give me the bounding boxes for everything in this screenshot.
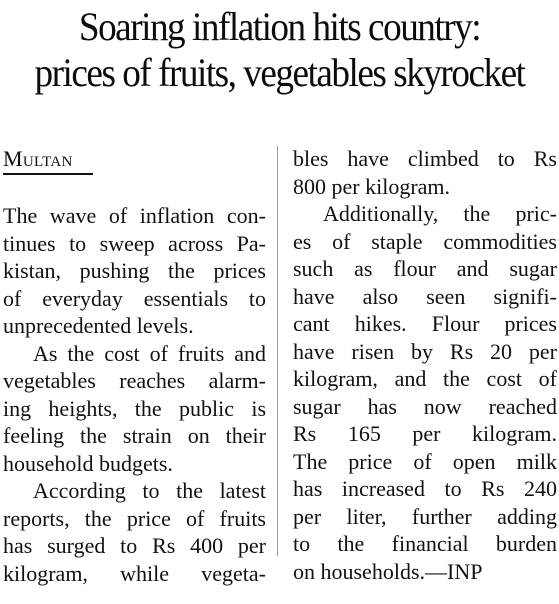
headline-line-2: prices of fruits, vegetables skyrocket <box>34 50 526 95</box>
text-line: ing heights, the public is <box>3 395 266 421</box>
text-line: sugar has now reached <box>293 393 557 419</box>
text-line: es of staple commodities <box>293 228 557 254</box>
dateline: Multan <box>3 146 93 175</box>
text-line: bles have climbed to Rs <box>293 146 557 171</box>
text-line: such as flour and sugar <box>293 256 557 281</box>
text-line: cant hikes. Flour prices <box>293 311 557 336</box>
headline-line-1: Soaring inflation hits country: <box>78 4 482 49</box>
text-line: have risen by Rs 20 per <box>293 338 557 364</box>
text-line: The wave of inflation con- <box>3 203 266 228</box>
text-line: to the financial burden <box>293 531 557 556</box>
text-line: has surged to Rs 400 per <box>3 533 266 558</box>
text-line: unprecedented levels. <box>3 313 194 338</box>
text-line: kilogram, while vegeta- <box>3 560 266 586</box>
text-line: kistan, pushing the prices <box>3 258 266 283</box>
article-left-column: The wave of inflation con- tinues to swe… <box>3 202 266 587</box>
text-line: Additionally, the pric- <box>323 201 557 226</box>
text-line: Rs 165 per kilogram. <box>293 421 557 446</box>
text-line: As the cost of fruits and <box>33 340 266 366</box>
column-divider <box>277 146 278 556</box>
headline: Soaring inflation hits country: prices o… <box>20 4 540 96</box>
text-line: feeling the strain on their <box>3 423 266 448</box>
text-line: household budgets. <box>3 450 173 476</box>
text-line: 800 per kilogram. <box>293 173 451 199</box>
text-line: reports, the price of fruits <box>3 505 266 531</box>
text-line: per liter, further adding <box>293 503 557 529</box>
text-line: have also seen signifi- <box>293 283 557 309</box>
text-line: vegetables reaches alarm- <box>3 368 266 393</box>
text-line: tinues to sweep across Pa- <box>3 230 266 256</box>
text-line: kilogram, and the cost of <box>293 366 557 391</box>
text-line: According to the latest <box>33 478 266 503</box>
text-line: of everyday essentials to <box>3 285 266 311</box>
text-line: The price of open milk <box>293 448 557 474</box>
text-line: on households.—INP <box>293 558 483 584</box>
article-right-column: bles have climbed to Rs 800 per kilogram… <box>293 145 557 585</box>
text-line: has increased to Rs 240 <box>293 476 557 501</box>
